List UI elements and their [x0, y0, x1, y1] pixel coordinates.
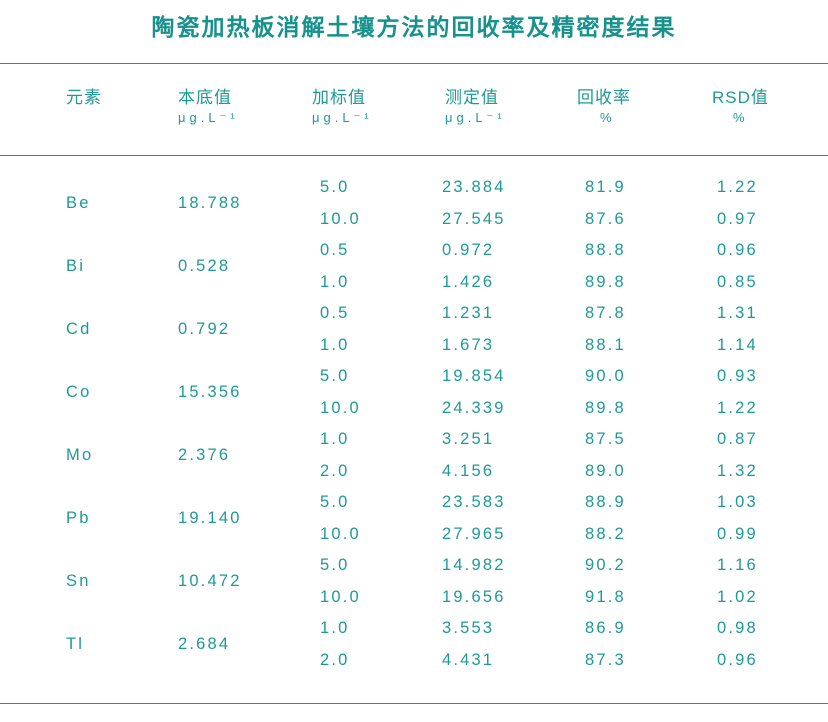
element-name: Sn: [66, 571, 91, 590]
measured-value: 27.545: [442, 209, 506, 228]
header-element: 元素: [66, 88, 102, 107]
element-name: Mo: [66, 445, 94, 464]
measured-value: 3.251: [442, 430, 495, 448]
rsd-value: 0.96: [717, 650, 758, 669]
rsd-value: 1.03: [717, 493, 758, 511]
spike-value: 1.0: [320, 272, 350, 291]
measured-value: 23.884: [442, 178, 506, 196]
recovery-value: 89.8: [585, 398, 626, 417]
measured-value: 4.156: [442, 461, 495, 480]
rsd-value: 1.16: [717, 556, 758, 574]
rsd-value: 1.14: [717, 335, 758, 354]
background-value: 18.788: [178, 193, 242, 212]
measured-value: 14.982: [442, 556, 506, 574]
spike-value: 10.0: [320, 209, 361, 228]
spike-value: 0.5: [320, 241, 350, 259]
header-rsd: RSD值: [712, 88, 769, 107]
spike-value: 2.0: [320, 650, 350, 669]
rsd-value: 1.22: [717, 178, 758, 196]
spike-value: 10.0: [320, 587, 361, 606]
unit-recovery: %: [600, 110, 616, 125]
recovery-value: 90.2: [585, 556, 626, 574]
rsd-value: 1.31: [717, 304, 758, 322]
unit-measured: μg.L⁻¹: [445, 110, 506, 125]
header-background: 本底值: [178, 88, 232, 107]
recovery-value: 88.2: [585, 524, 626, 543]
recovery-value: 87.5: [585, 430, 626, 448]
table-title: 陶瓷加热板消解土壤方法的回收率及精密度结果: [151, 14, 677, 40]
recovery-value: 86.9: [585, 619, 626, 637]
spike-value: 5.0: [320, 367, 350, 385]
recovery-value: 88.8: [585, 241, 626, 259]
background-value: 10.472: [178, 571, 242, 590]
element-name: Co: [66, 382, 92, 401]
rsd-value: 1.32: [717, 461, 758, 480]
spike-value: 1.0: [320, 430, 350, 448]
background-value: 0.792: [178, 319, 231, 338]
measured-value: 0.972: [442, 241, 495, 259]
spike-value: 1.0: [320, 619, 350, 637]
measured-value: 1.673: [442, 335, 495, 354]
element-name: Pb: [66, 508, 91, 527]
recovery-value: 81.9: [585, 178, 626, 196]
spike-value: 1.0: [320, 335, 350, 354]
spike-value: 5.0: [320, 178, 350, 196]
background-value: 2.376: [178, 445, 231, 464]
bottom-rule: [0, 703, 828, 704]
rsd-value: 0.96: [717, 241, 758, 259]
spike-value: 10.0: [320, 398, 361, 417]
header-measured: 测定值: [445, 88, 499, 107]
measured-value: 1.231: [442, 304, 495, 322]
spike-value: 5.0: [320, 556, 350, 574]
recovery-value: 89.0: [585, 461, 626, 480]
spike-value: 2.0: [320, 461, 350, 480]
top-rule: [0, 63, 828, 64]
element-name: Cd: [66, 319, 92, 338]
element-name: Be: [66, 193, 91, 212]
header-recovery: 回收率: [577, 88, 631, 107]
element-name: Tl: [66, 634, 85, 653]
rsd-value: 0.87: [717, 430, 758, 448]
unit-rsd: %: [733, 110, 749, 125]
measured-value: 4.431: [442, 650, 495, 669]
recovery-value: 89.8: [585, 272, 626, 291]
rsd-value: 1.02: [717, 587, 758, 606]
measured-value: 3.553: [442, 619, 495, 637]
spike-value: 10.0: [320, 524, 361, 543]
measured-value: 1.426: [442, 272, 495, 291]
recovery-value: 90.0: [585, 367, 626, 385]
unit-spike: μg.L⁻¹: [312, 110, 373, 125]
spike-value: 5.0: [320, 493, 350, 511]
recovery-value: 88.1: [585, 335, 626, 354]
recovery-value: 87.8: [585, 304, 626, 322]
recovery-value: 87.3: [585, 650, 626, 669]
recovery-value: 88.9: [585, 493, 626, 511]
element-name: Bi: [66, 256, 86, 275]
header-rule: [0, 155, 828, 156]
measured-value: 24.339: [442, 398, 506, 417]
background-value: 2.684: [178, 634, 231, 653]
rsd-value: 0.99: [717, 524, 758, 543]
rsd-value: 0.85: [717, 272, 758, 291]
spike-value: 0.5: [320, 304, 350, 322]
measured-value: 19.854: [442, 367, 506, 385]
rsd-value: 0.97: [717, 209, 758, 228]
unit-background: μg.L⁻¹: [178, 110, 239, 125]
background-value: 19.140: [178, 508, 242, 527]
rsd-value: 0.93: [717, 367, 758, 385]
measured-value: 23.583: [442, 493, 506, 511]
recovery-value: 87.6: [585, 209, 626, 228]
background-value: 0.528: [178, 256, 231, 275]
rsd-value: 1.22: [717, 398, 758, 417]
rsd-value: 0.98: [717, 619, 758, 637]
measured-value: 19.656: [442, 587, 506, 606]
measured-value: 27.965: [442, 524, 506, 543]
header-spike: 加标值: [312, 88, 366, 107]
background-value: 15.356: [178, 382, 242, 401]
recovery-value: 91.8: [585, 587, 626, 606]
